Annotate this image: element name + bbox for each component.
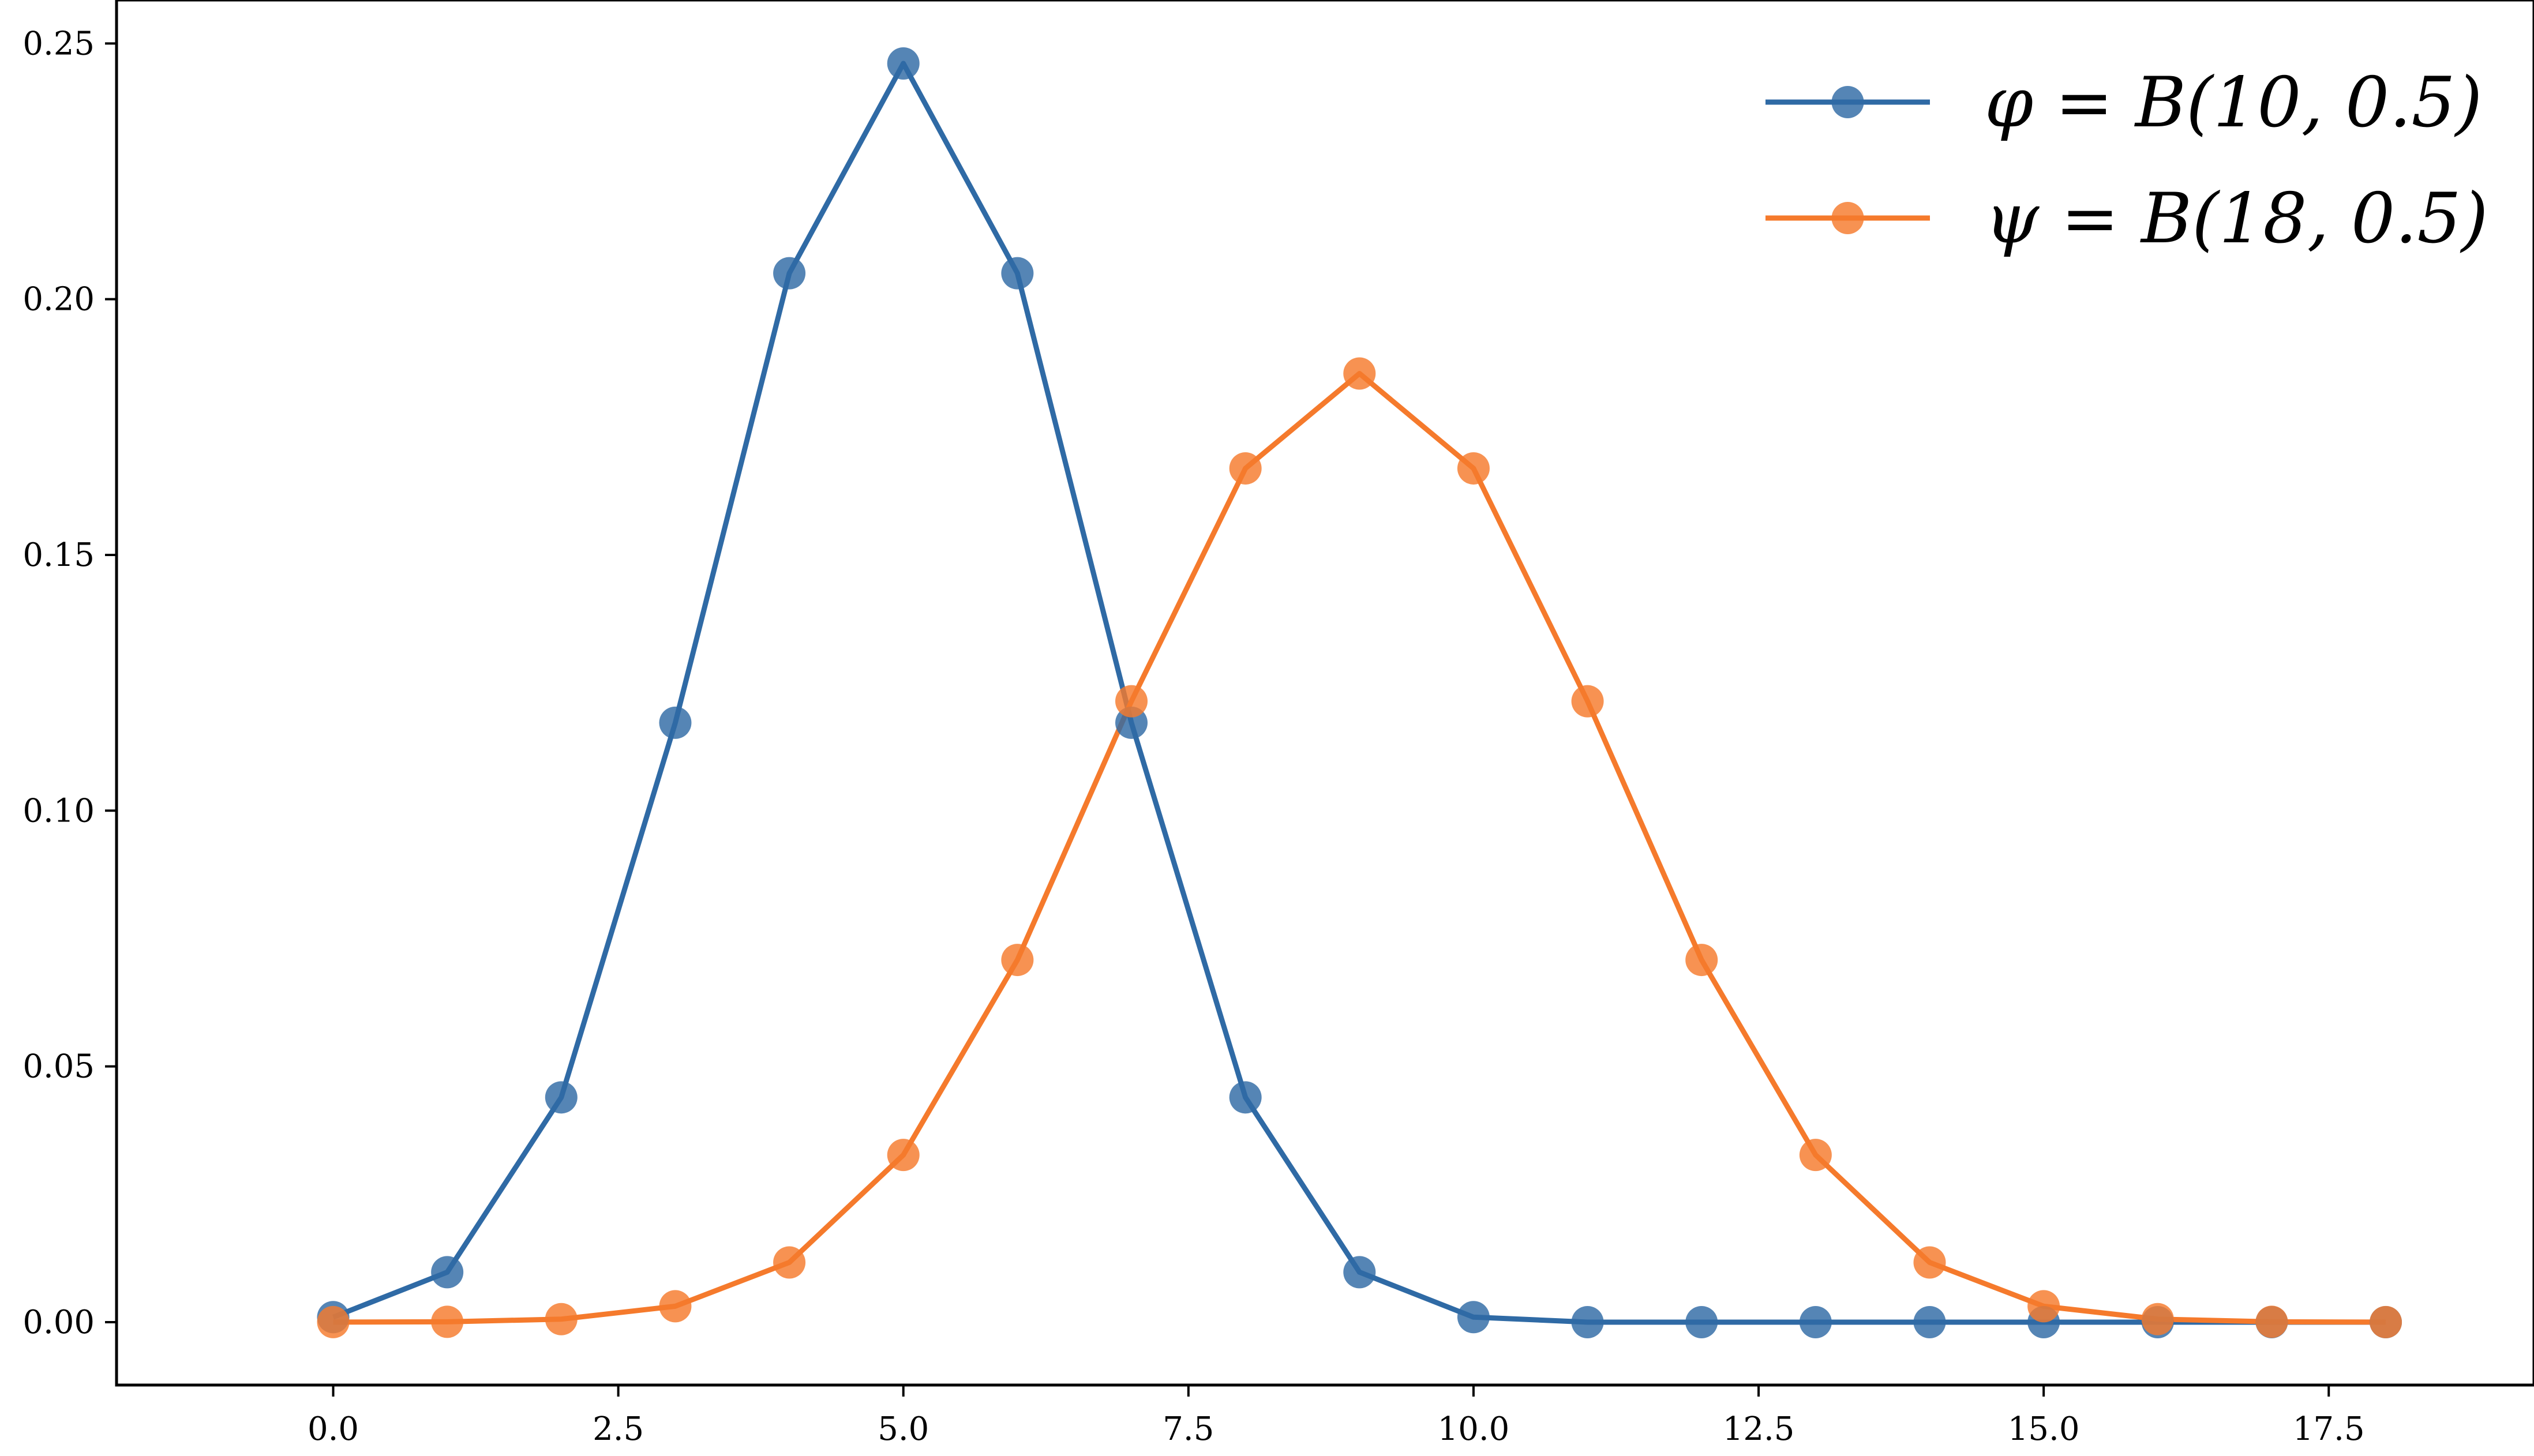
series-2-point [317,1305,350,1338]
y-axis: 0.00 0.05 0.10 0.15 0.20 0.25 [23,25,117,1341]
series-1-point [887,47,920,80]
series-2-point [1115,685,1148,718]
x-tick-label: 5.0 [878,1410,929,1448]
series-2-point [1799,1139,1832,1172]
x-tick-label: 7.5 [1163,1410,1214,1448]
legend-marker-1 [1831,86,1864,118]
plot-series [317,47,2402,1338]
series-1-point [1343,1256,1376,1289]
series-1-point [1571,1305,1604,1338]
legend: φ = B(10, 0.5) ψ = B(18, 0.5) [1765,63,2488,259]
series-2-point [773,1246,806,1279]
legend-label-1: φ = B(10, 0.5) [1985,63,2483,143]
series-1-point [1913,1305,1946,1338]
x-tick-label: 12.5 [1723,1410,1795,1448]
y-tick-label: 0.00 [23,1304,95,1341]
series-2-point [2255,1305,2288,1338]
series-1-point [1457,1301,1490,1334]
x-tick-label: 0.0 [308,1410,359,1448]
x-axis: 0.0 2.5 5.0 7.5 10.0 12.5 15.0 17.5 [308,1385,2365,1448]
series-2-point [1001,944,1034,977]
y-tick-label: 0.25 [23,25,95,62]
series-1-point [773,257,806,290]
y-tick-label: 0.05 [23,1048,95,1086]
x-tick-label: 2.5 [593,1410,644,1448]
plot-frame [115,0,2534,1387]
series-2-point [1457,452,1490,485]
series-2-point [2141,1303,2174,1335]
series-2-point [659,1290,692,1323]
series-2-point [2027,1290,2060,1323]
series-2-point [1685,944,1718,977]
y-tick-label: 0.20 [23,281,95,318]
y-tick-label: 0.10 [23,792,95,830]
legend-marker-2 [1831,202,1864,234]
series-2-point [1913,1246,1946,1279]
series-2-point [431,1305,464,1338]
series-1-point [1685,1305,1718,1338]
series-1-point [545,1081,578,1114]
series-1-point [1001,257,1034,290]
series-2-point [1229,452,1262,485]
series-2-point [1343,357,1376,390]
series-2-point [545,1303,578,1335]
legend-label-2: ψ = B(18, 0.5) [1985,179,2488,259]
series-2-point [1571,685,1604,718]
series-1-point [431,1256,464,1289]
series-1-point [659,706,692,739]
series-2-point [2370,1305,2402,1338]
series-2-point [887,1139,920,1172]
x-tick-label: 10.0 [1438,1410,1510,1448]
y-tick-label: 0.15 [23,536,95,574]
series-1-point [1799,1305,1832,1338]
x-tick-label: 17.5 [2293,1410,2365,1448]
x-tick-label: 15.0 [2008,1410,2080,1448]
series-1-point [1229,1081,1262,1114]
